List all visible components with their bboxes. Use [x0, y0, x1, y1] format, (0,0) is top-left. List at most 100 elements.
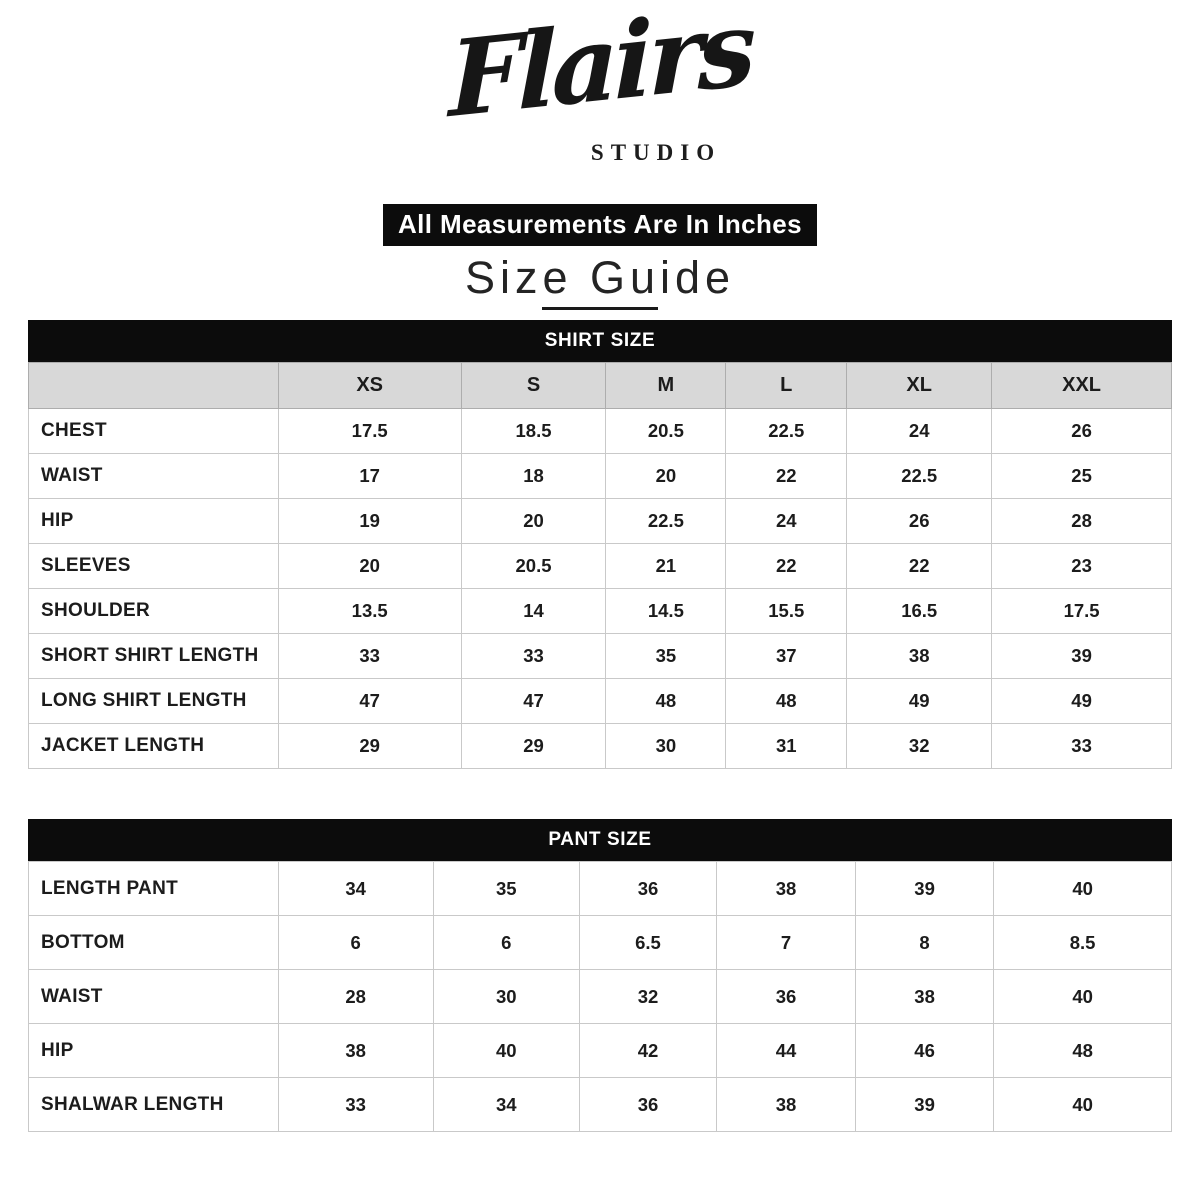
measurements-banner: All Measurements Are In Inches: [382, 204, 818, 246]
value-cell: 14.5: [605, 588, 727, 634]
brand-logo: Flairs STUDIO: [0, 0, 1200, 182]
table-row: HIP 19 20 22.5 24 26 28: [28, 498, 1172, 544]
row-label-cell: SHALWAR LENGTH: [28, 1077, 279, 1132]
value-cell: 38: [277, 1023, 434, 1078]
value-cell: 33: [460, 633, 607, 679]
brand-logo-wordmark: Flairs: [449, 0, 751, 142]
value-cell: 30: [432, 969, 580, 1024]
value-cell: 40: [993, 969, 1172, 1024]
value-cell: 26: [991, 408, 1172, 454]
value-cell: 22: [846, 543, 993, 589]
value-cell: 48: [725, 678, 848, 724]
value-cell: 18: [460, 453, 607, 499]
value-cell: 40: [993, 861, 1172, 916]
value-cell: 19: [277, 498, 462, 544]
value-cell: 22: [725, 453, 848, 499]
value-cell: 31: [725, 723, 848, 769]
size-column-header: M: [605, 362, 727, 409]
table-row: WAIST 28 30 32 36 38 40: [28, 969, 1172, 1024]
title-underline: [542, 307, 658, 310]
value-cell: 30: [605, 723, 727, 769]
value-cell: 33: [277, 633, 462, 679]
value-cell: 17.5: [991, 588, 1172, 634]
value-cell: 22.5: [605, 498, 727, 544]
page-header: Flairs STUDIO All Measurements Are In In…: [0, 0, 1200, 320]
value-cell: 34: [277, 861, 434, 916]
value-cell: 28: [277, 969, 434, 1024]
shirt-size-band: SHIRT SIZE: [28, 320, 1172, 362]
value-cell: 39: [991, 633, 1172, 679]
value-cell: 36: [716, 969, 856, 1024]
row-label-cell: SHOULDER: [28, 588, 279, 634]
value-cell: 49: [991, 678, 1172, 724]
row-label-cell: LONG SHIRT LENGTH: [28, 678, 279, 724]
value-cell: 23: [991, 543, 1172, 589]
value-cell: 6: [277, 915, 434, 970]
value-cell: 17.5: [277, 408, 462, 454]
value-cell: 32: [578, 969, 718, 1024]
value-cell: 28: [991, 498, 1172, 544]
row-label-cell: CHEST: [28, 408, 279, 454]
value-cell: 18.5: [460, 408, 607, 454]
value-cell: 20.5: [605, 408, 727, 454]
corner-cell: [28, 362, 279, 409]
size-column-header: XXL: [991, 362, 1172, 409]
row-label-cell: LENGTH PANT: [28, 861, 279, 916]
value-cell: 46: [854, 1023, 995, 1078]
value-cell: 38: [716, 861, 856, 916]
value-cell: 32: [846, 723, 993, 769]
size-column-header: XL: [846, 362, 993, 409]
banner-row: All Measurements Are In Inches: [0, 204, 1200, 246]
table-row: WAIST 17 18 20 22 22.5 25: [28, 453, 1172, 499]
brand-logo-subtitle: STUDIO: [590, 140, 722, 165]
value-cell: 36: [578, 1077, 718, 1132]
value-cell: 36: [578, 861, 718, 916]
value-cell: 16.5: [846, 588, 993, 634]
value-cell: 29: [277, 723, 462, 769]
value-cell: 14: [460, 588, 607, 634]
value-cell: 40: [993, 1077, 1172, 1132]
value-cell: 35: [605, 633, 727, 679]
pant-size-band: PANT SIZE: [28, 819, 1172, 861]
table-row: JACKET LENGTH 29 29 30 31 32 33: [28, 723, 1172, 769]
value-cell: 48: [993, 1023, 1172, 1078]
value-cell: 20.5: [460, 543, 607, 589]
value-cell: 20: [605, 453, 727, 499]
value-cell: 47: [460, 678, 607, 724]
value-cell: 33: [277, 1077, 434, 1132]
value-cell: 48: [605, 678, 727, 724]
value-cell: 20: [277, 543, 462, 589]
row-label-cell: WAIST: [28, 969, 279, 1024]
row-label-cell: WAIST: [28, 453, 279, 499]
table-row: SHALWAR LENGTH 33 34 36 38 39 40: [28, 1077, 1172, 1132]
value-cell: 8: [854, 915, 995, 970]
value-cell: 42: [578, 1023, 718, 1078]
value-cell: 6.5: [578, 915, 718, 970]
value-cell: 22: [725, 543, 848, 589]
value-cell: 20: [460, 498, 607, 544]
value-cell: 44: [716, 1023, 856, 1078]
shirt-size-section: SHIRT SIZE XS S M L XL XXL CHEST 17.5 18.5 20.5 22…: [28, 320, 1172, 769]
size-header-row: XS S M L XL XXL: [28, 362, 1172, 409]
size-column-header: XS: [277, 362, 462, 409]
shirt-size-table: XS S M L XL XXL CHEST 17.5 18.5 20.5 22.5 24 26 WAIST…: [28, 362, 1172, 769]
row-label-cell: HIP: [28, 1023, 279, 1078]
pant-size-section: PANT SIZE LENGTH PANT 34 35 36 38 39 40 BOTTOM 6…: [28, 819, 1172, 1132]
value-cell: 6: [432, 915, 580, 970]
value-cell: 15.5: [725, 588, 848, 634]
table-row: LONG SHIRT LENGTH 47 47 48 48 49 49: [28, 678, 1172, 724]
row-label-cell: SLEEVES: [28, 543, 279, 589]
value-cell: 22.5: [846, 453, 993, 499]
value-cell: 40: [432, 1023, 580, 1078]
row-label-cell: JACKET LENGTH: [28, 723, 279, 769]
value-cell: 35: [432, 861, 580, 916]
value-cell: 38: [846, 633, 993, 679]
table-row: SHORT SHIRT LENGTH 33 33 35 37 38 39: [28, 633, 1172, 679]
value-cell: 25: [991, 453, 1172, 499]
value-cell: 39: [854, 1077, 995, 1132]
pant-size-table: LENGTH PANT 34 35 36 38 39 40 BOTTOM 6 6 6.5 7 8 8.5 W…: [28, 861, 1172, 1132]
value-cell: 49: [846, 678, 993, 724]
size-column-header: S: [460, 362, 607, 409]
value-cell: 37: [725, 633, 848, 679]
